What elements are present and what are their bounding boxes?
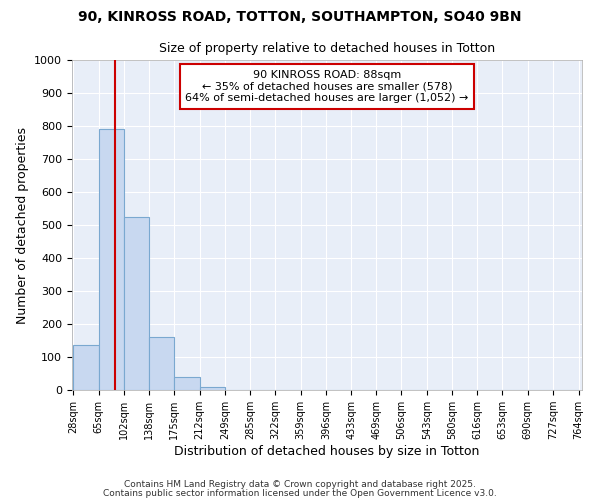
Text: 90, KINROSS ROAD, TOTTON, SOUTHAMPTON, SO40 9BN: 90, KINROSS ROAD, TOTTON, SOUTHAMPTON, S…	[78, 10, 522, 24]
Text: Contains public sector information licensed under the Open Government Licence v3: Contains public sector information licen…	[103, 488, 497, 498]
X-axis label: Distribution of detached houses by size in Totton: Distribution of detached houses by size …	[175, 445, 479, 458]
Bar	[99, 130, 124, 390]
Bar	[174, 378, 200, 390]
Text: Contains HM Land Registry data © Crown copyright and database right 2025.: Contains HM Land Registry data © Crown c…	[124, 480, 476, 489]
Bar	[200, 386, 225, 390]
Y-axis label: Number of detached properties: Number of detached properties	[16, 126, 29, 324]
Text: 90 KINROSS ROAD: 88sqm
← 35% of detached houses are smaller (578)
64% of semi-de: 90 KINROSS ROAD: 88sqm ← 35% of detached…	[185, 70, 469, 103]
Title: Size of property relative to detached houses in Totton: Size of property relative to detached ho…	[159, 42, 495, 54]
Bar	[149, 337, 174, 390]
Bar	[124, 217, 149, 390]
Bar	[73, 346, 99, 390]
